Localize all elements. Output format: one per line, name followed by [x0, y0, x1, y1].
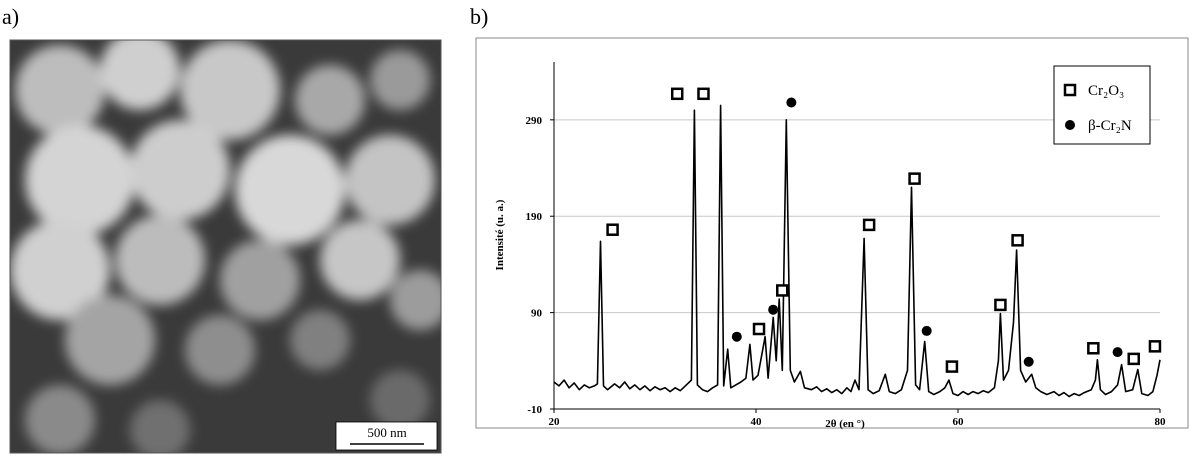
x-tick-label: 40 — [751, 416, 763, 428]
legend-label: Cr₂O₃ — [1088, 83, 1124, 99]
x-tick-label: 80 — [1155, 416, 1167, 428]
peak-marker — [1148, 340, 1162, 353]
peak-marker — [921, 325, 932, 336]
peak-marker — [908, 172, 921, 185]
x-axis-label: 2θ (en °) — [825, 418, 865, 430]
peak-marker — [1112, 347, 1123, 358]
peak-marker — [768, 304, 779, 315]
legend-symbol — [1065, 120, 1075, 130]
peak-marker — [731, 331, 742, 342]
peak-marker — [1087, 342, 1100, 355]
peak-marker — [1023, 356, 1034, 367]
y-tick-label: 90 — [531, 308, 543, 320]
peak-marker — [786, 97, 797, 108]
peak-marker — [697, 87, 710, 101]
peak-marker — [776, 284, 789, 297]
peak-marker — [670, 87, 684, 101]
peak-marker — [862, 218, 876, 232]
xrd-line — [553, 104, 1161, 398]
y-axis-label: Intensité (u. a.) — [494, 199, 506, 270]
peak-marker — [606, 223, 619, 236]
y-tick-label: 190 — [526, 211, 543, 223]
legend-box — [1053, 65, 1151, 145]
legend-label: β-Cr₂N — [1088, 118, 1132, 134]
y-tick-label: 290 — [526, 115, 543, 127]
y-tick-label: -10 — [527, 404, 542, 416]
peak-marker — [1127, 352, 1140, 366]
peak-marker — [752, 322, 766, 336]
panel-label: a) — [2, 4, 19, 29]
x-tick-label: 20 — [549, 416, 561, 428]
scale-bar-label: 500 nm — [367, 425, 406, 440]
panel-label: b) — [470, 4, 488, 29]
peak-marker — [994, 298, 1007, 312]
sem-image: 500 nm — [10, 40, 441, 453]
peak-marker — [1011, 234, 1024, 247]
legend-symbol — [1063, 83, 1077, 97]
peak-marker — [945, 360, 959, 373]
x-tick-label: 60 — [953, 416, 965, 428]
